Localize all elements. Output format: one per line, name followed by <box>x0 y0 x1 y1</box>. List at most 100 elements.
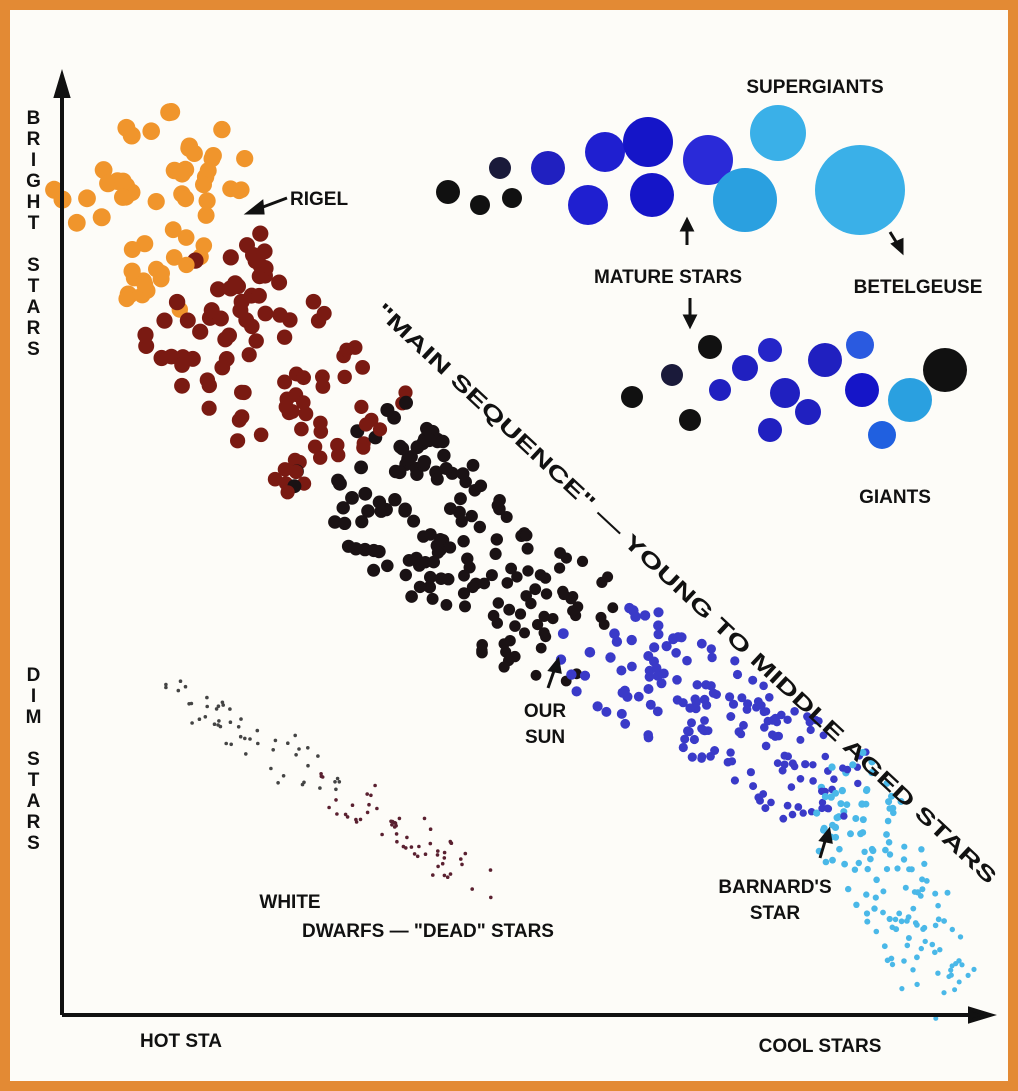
star <box>761 707 771 716</box>
star <box>846 331 874 359</box>
star <box>696 638 707 649</box>
star <box>511 571 523 583</box>
star <box>335 812 339 816</box>
star <box>153 264 171 282</box>
star <box>343 812 348 817</box>
star <box>338 516 352 531</box>
star <box>389 819 393 824</box>
star <box>458 569 470 582</box>
star <box>616 665 627 676</box>
star <box>730 776 740 785</box>
star <box>843 801 851 808</box>
star <box>252 225 269 242</box>
star <box>521 542 534 555</box>
star <box>932 922 939 929</box>
star <box>345 815 350 819</box>
star <box>547 613 559 625</box>
star <box>935 970 941 976</box>
star <box>630 173 674 217</box>
star <box>818 804 826 813</box>
star <box>277 374 293 390</box>
star <box>287 452 303 468</box>
star <box>369 793 373 798</box>
star <box>886 851 894 858</box>
star <box>459 600 471 613</box>
star <box>784 752 792 761</box>
star <box>415 854 420 859</box>
star <box>251 287 267 304</box>
star <box>914 954 920 961</box>
star <box>487 609 500 622</box>
star <box>176 688 181 693</box>
star <box>294 421 309 437</box>
star <box>269 766 273 771</box>
star <box>849 761 857 769</box>
star <box>837 800 845 808</box>
star <box>566 669 577 680</box>
star <box>474 479 488 493</box>
star <box>948 967 954 973</box>
star <box>398 385 413 400</box>
star <box>216 723 220 727</box>
star <box>761 804 770 813</box>
star <box>726 748 735 757</box>
star <box>327 805 331 810</box>
star <box>243 736 247 741</box>
star <box>489 157 511 179</box>
star <box>828 763 836 771</box>
star <box>427 555 441 569</box>
star <box>197 206 215 224</box>
star <box>725 692 735 702</box>
star <box>436 180 460 204</box>
star <box>760 723 769 732</box>
star <box>179 312 196 329</box>
star <box>623 117 673 167</box>
star <box>576 555 589 568</box>
star <box>868 758 876 766</box>
star <box>748 675 758 685</box>
star <box>732 669 743 680</box>
star <box>554 562 566 574</box>
star <box>568 185 608 225</box>
y-axis-label: BRIGHT STARS <box>23 108 44 360</box>
star <box>949 926 955 933</box>
star <box>767 798 775 807</box>
star <box>210 281 227 298</box>
star <box>434 572 448 585</box>
star <box>873 928 880 935</box>
star <box>788 810 797 819</box>
star <box>532 619 544 631</box>
star <box>790 707 799 716</box>
star <box>697 724 706 733</box>
star <box>428 841 433 846</box>
star <box>420 421 434 436</box>
star <box>918 945 924 952</box>
star <box>334 798 338 802</box>
star <box>689 734 700 745</box>
star <box>504 635 516 647</box>
star <box>114 172 132 191</box>
star <box>153 349 170 367</box>
star <box>434 533 447 546</box>
star <box>652 671 663 681</box>
star <box>395 839 399 844</box>
star <box>164 685 168 690</box>
star <box>221 703 225 707</box>
star <box>682 655 692 666</box>
label: MATURE STARS <box>594 267 742 288</box>
star <box>815 145 905 235</box>
star <box>222 249 239 266</box>
star <box>220 700 225 705</box>
star <box>645 699 656 710</box>
star <box>248 333 264 349</box>
star <box>320 775 325 779</box>
star <box>584 647 596 658</box>
star <box>355 360 370 375</box>
star <box>442 850 447 855</box>
star <box>678 698 688 708</box>
star <box>833 814 841 822</box>
star <box>271 274 288 291</box>
star <box>809 761 817 769</box>
star <box>796 775 805 783</box>
